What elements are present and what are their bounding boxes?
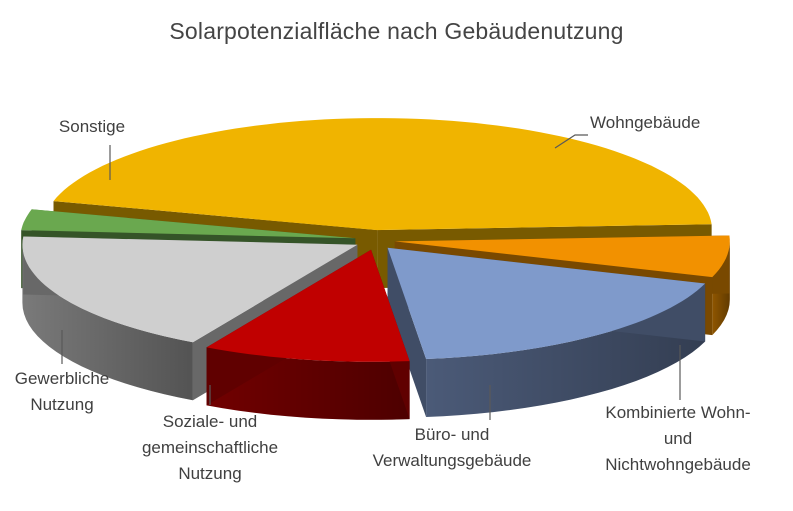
pie-slice-top	[206, 249, 410, 362]
slice-label: Büro- und Verwaltungsgebäude	[373, 425, 532, 470]
pie-slice-top	[22, 236, 358, 343]
slice-label-line: Nutzung	[30, 395, 93, 414]
slice-label: Soziale- und gemeinschaftliche Nutzung	[142, 412, 278, 483]
slice-label-line: Nichtwohngebäude	[605, 455, 751, 474]
slice-label-line: Wohngebäude	[590, 113, 700, 132]
pie-slice-3	[206, 249, 410, 420]
slice-label-line: Verwaltungsgebäude	[373, 451, 532, 470]
slice-label-line: und	[664, 429, 692, 448]
chart-title: Solarpotenzialfläche nach Gebäudenutzung	[169, 18, 624, 44]
pie-slice-top	[387, 247, 706, 359]
slice-label: Kombinierte Wohn-und Nichtwohngebäude	[605, 403, 751, 474]
pie-slice-top	[53, 118, 712, 231]
slice-label-line: Kombinierte Wohn-	[605, 403, 750, 422]
slice-label-line: Sonstige	[59, 117, 125, 136]
slice-label: Wohngebäude	[590, 113, 700, 132]
slice-label-line: gemeinschaftliche	[142, 438, 278, 457]
pie-slice-top	[21, 209, 356, 239]
slice-label-line: Nutzung	[178, 464, 241, 483]
slice-label-line: Gewerbliche	[15, 369, 110, 388]
pie-slice-2	[387, 247, 706, 418]
slice-label-line: Soziale- und	[163, 412, 258, 431]
slice-label: Gewerbliche Nutzung	[15, 369, 110, 414]
pie-slice-cut-face	[387, 247, 427, 418]
pie-slice-top	[394, 235, 730, 278]
pie-slice-side-shade	[22, 244, 193, 401]
slice-label: Sonstige	[59, 117, 125, 136]
slice-label-line: Büro- und	[415, 425, 490, 444]
leader-line	[554, 134, 588, 149]
pie-slice-side-shade	[426, 283, 706, 417]
